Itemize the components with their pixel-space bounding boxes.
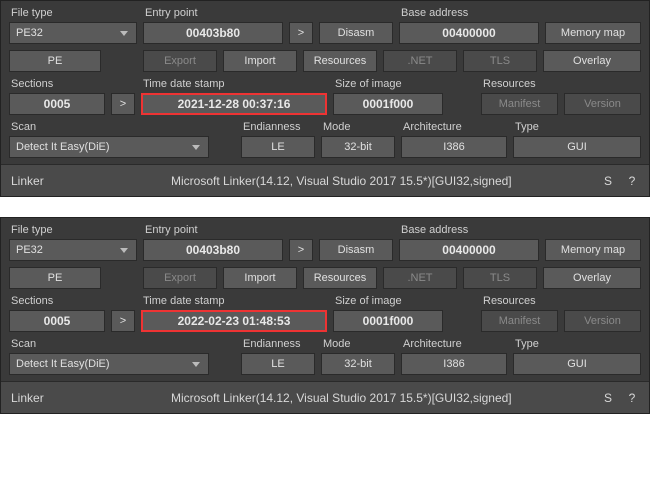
endianness-label: Endianness	[241, 121, 315, 134]
pe-info-panel: File type PE32 Entry point 00403b80 > Di…	[0, 0, 650, 197]
size-image-label: Size of image	[333, 295, 443, 308]
memory-map-button[interactable]: Memory map	[545, 239, 641, 261]
manifest-button[interactable]: Manifest	[481, 93, 558, 115]
row-scan: Scan Detect It Easy(DiE) Endianness LE M…	[9, 121, 641, 158]
architecture-label: Architecture	[401, 338, 507, 351]
base-address-label: Base address	[399, 7, 539, 20]
linker-label: Linker	[11, 391, 161, 405]
manifest-button[interactable]: Manifest	[481, 310, 558, 332]
entry-arrow-button[interactable]: >	[289, 239, 313, 261]
scan-value: Detect It Easy(DiE)	[16, 358, 110, 370]
sections-arrow-button[interactable]: >	[111, 93, 135, 115]
base-address-field[interactable]: 00400000	[399, 239, 539, 261]
mode-button[interactable]: 32-bit	[321, 136, 395, 158]
type-button[interactable]: GUI	[513, 136, 641, 158]
base-address-label: Base address	[399, 224, 539, 237]
linker-info: Microsoft Linker(14.12, Visual Studio 20…	[171, 174, 591, 188]
scan-label: Scan	[9, 121, 209, 134]
linker-label: Linker	[11, 174, 161, 188]
disasm-button[interactable]: Disasm	[319, 22, 393, 44]
import-button[interactable]: Import	[223, 267, 297, 289]
question-tag[interactable]: ?	[625, 174, 639, 188]
entry-point-label: Entry point	[143, 224, 283, 237]
question-tag[interactable]: ?	[625, 391, 639, 405]
export-button[interactable]: Export	[143, 267, 217, 289]
linker-info: Microsoft Linker(14.12, Visual Studio 20…	[171, 391, 591, 405]
file-type-combo[interactable]: PE32	[9, 239, 137, 261]
scan-label: Scan	[9, 338, 209, 351]
time-date-field[interactable]: 2021-12-28 00:37:16	[141, 93, 327, 115]
resources-button[interactable]: Resources	[303, 50, 377, 72]
entry-point-label: Entry point	[143, 7, 283, 20]
disasm-button[interactable]: Disasm	[319, 239, 393, 261]
sections-label: Sections	[9, 78, 105, 91]
entry-point-field[interactable]: 00403b80	[143, 239, 283, 261]
file-type-value: PE32	[16, 27, 43, 39]
import-button[interactable]: Import	[223, 50, 297, 72]
resources-label: Resources	[481, 295, 641, 308]
row-scan: Scan Detect It Easy(DiE) Endianness LE M…	[9, 338, 641, 375]
signed-tag[interactable]: S	[601, 391, 615, 405]
endianness-button[interactable]: LE	[241, 353, 315, 375]
version-button[interactable]: Version	[564, 310, 641, 332]
scan-result-bar: Linker Microsoft Linker(14.12, Visual St…	[1, 381, 649, 413]
row-sections: Sections 0005 > Time date stamp 2021-12-…	[9, 78, 641, 115]
scan-combo[interactable]: Detect It Easy(DiE)	[9, 353, 209, 375]
type-label: Type	[513, 121, 641, 134]
base-address-field[interactable]: 00400000	[399, 22, 539, 44]
time-date-label: Time date stamp	[141, 78, 327, 91]
row-buttons: PE Export Import Resources .NET TLS Over…	[9, 50, 641, 72]
sections-arrow-button[interactable]: >	[111, 310, 135, 332]
file-type-value: PE32	[16, 244, 43, 256]
sections-field[interactable]: 0005	[9, 310, 105, 332]
architecture-button[interactable]: I386	[401, 353, 507, 375]
memory-map-button[interactable]: Memory map	[545, 22, 641, 44]
entry-point-field[interactable]: 00403b80	[143, 22, 283, 44]
sections-field[interactable]: 0005	[9, 93, 105, 115]
time-date-label: Time date stamp	[141, 295, 327, 308]
scan-result-bar: Linker Microsoft Linker(14.12, Visual St…	[1, 164, 649, 196]
overlay-button[interactable]: Overlay	[543, 50, 641, 72]
tls-button[interactable]: TLS	[463, 50, 537, 72]
scan-value: Detect It Easy(DiE)	[16, 141, 110, 153]
pe-button[interactable]: PE	[9, 50, 101, 72]
resources-button[interactable]: Resources	[303, 267, 377, 289]
dotnet-button[interactable]: .NET	[383, 50, 457, 72]
time-date-field[interactable]: 2022-02-23 01:48:53	[141, 310, 327, 332]
architecture-label: Architecture	[401, 121, 507, 134]
file-type-label: File type	[9, 7, 137, 20]
export-button[interactable]: Export	[143, 50, 217, 72]
file-type-label: File type	[9, 224, 137, 237]
pe-button[interactable]: PE	[9, 267, 101, 289]
dotnet-button[interactable]: .NET	[383, 267, 457, 289]
pe-info-panel: File type PE32 Entry point 00403b80 > Di…	[0, 217, 650, 414]
size-image-label: Size of image	[333, 78, 443, 91]
endianness-label: Endianness	[241, 338, 315, 351]
entry-arrow-button[interactable]: >	[289, 22, 313, 44]
mode-label: Mode	[321, 121, 395, 134]
row-buttons: PE Export Import Resources .NET TLS Over…	[9, 267, 641, 289]
architecture-button[interactable]: I386	[401, 136, 507, 158]
sections-label: Sections	[9, 295, 105, 308]
signed-tag[interactable]: S	[601, 174, 615, 188]
tls-button[interactable]: TLS	[463, 267, 537, 289]
resources-label: Resources	[481, 78, 641, 91]
type-label: Type	[513, 338, 641, 351]
size-image-field[interactable]: 0001f000	[333, 310, 443, 332]
row-header: File type PE32 Entry point 00403b80 > Di…	[9, 7, 641, 44]
overlay-button[interactable]: Overlay	[543, 267, 641, 289]
endianness-button[interactable]: LE	[241, 136, 315, 158]
scan-combo[interactable]: Detect It Easy(DiE)	[9, 136, 209, 158]
version-button[interactable]: Version	[564, 93, 641, 115]
mode-label: Mode	[321, 338, 395, 351]
file-type-combo[interactable]: PE32	[9, 22, 137, 44]
mode-button[interactable]: 32-bit	[321, 353, 395, 375]
type-button[interactable]: GUI	[513, 353, 641, 375]
row-header: File type PE32 Entry point 00403b80 > Di…	[9, 224, 641, 261]
size-image-field[interactable]: 0001f000	[333, 93, 443, 115]
row-sections: Sections 0005 > Time date stamp 2022-02-…	[9, 295, 641, 332]
